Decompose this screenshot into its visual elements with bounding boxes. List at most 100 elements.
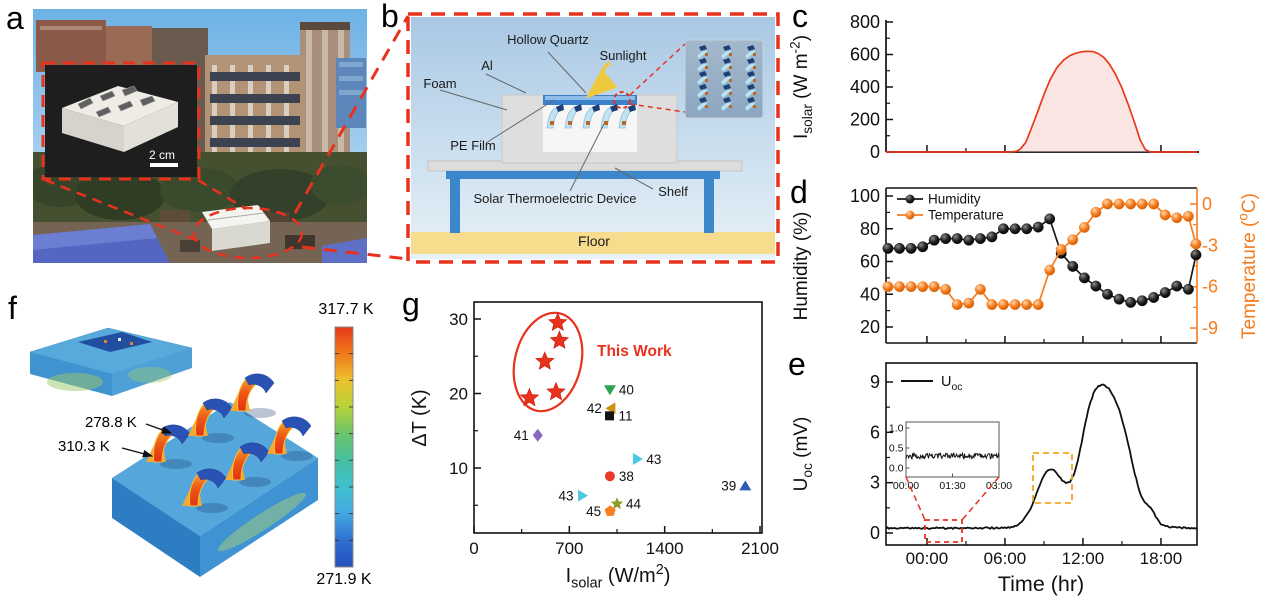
svg-text:Humidity (%): Humidity (%)	[791, 212, 812, 321]
svg-text:00:00: 00:00	[906, 549, 949, 568]
label-floor: Floor	[578, 233, 610, 249]
reference-point-43	[578, 489, 589, 502]
sunlight-arrow	[585, 61, 618, 99]
reference-point-11	[605, 411, 615, 421]
panel-label-e: e	[788, 346, 806, 382]
svg-text:Uoc: Uoc	[941, 374, 962, 393]
this-work-point	[535, 351, 555, 370]
reference-point-41	[532, 428, 543, 442]
label-pe-film: PE Film	[450, 138, 496, 153]
svg-text:Uoc (mV): Uoc (mV)	[791, 417, 815, 492]
svg-text:0: 0	[870, 142, 880, 162]
panel-e-voltage-chart: 0 3 6 9 00:00 06:00 12:00 18:00 Time (hr) Uoc (mV…	[791, 362, 1198, 596]
svg-text:20: 20	[860, 317, 880, 337]
svg-text:Time (hr): Time (hr)	[998, 572, 1084, 596]
this-work-point	[546, 381, 566, 401]
thermoelectric-helix	[546, 104, 636, 129]
svg-text:Humidity: Humidity	[928, 192, 981, 207]
svg-text:9: 9	[870, 372, 880, 392]
svg-text:0: 0	[469, 539, 478, 558]
svg-text:-3: -3	[1202, 235, 1218, 255]
hot-annotation: 310.3 K	[58, 438, 110, 455]
panel-label-c: c	[792, 0, 808, 34]
panel-d-humidity-temperature-chart: 20 40 60 80 100 0 -3 -6 -9 Humidity (%) Temperatur…	[791, 186, 1260, 344]
svg-text:-6: -6	[1202, 277, 1218, 297]
this-work-ellipse	[512, 311, 584, 413]
cold-arrow	[145, 423, 173, 434]
colorbar-min-label: 271.9 K	[316, 571, 372, 588]
this-work-point	[547, 312, 568, 332]
zoom-source-box	[924, 519, 963, 543]
svg-text:60: 60	[860, 252, 880, 272]
helix-array-units	[696, 45, 757, 112]
panel-b-schematic	[406, 12, 780, 264]
label-foam: Foam	[423, 76, 457, 91]
svg-text:3: 3	[870, 473, 880, 493]
svg-text:10: 10	[449, 459, 468, 478]
this-work-point	[519, 387, 540, 407]
svg-text:12:00: 12:00	[1062, 549, 1105, 568]
panel-a-photo: 2 cm	[33, 9, 367, 263]
svg-text:40: 40	[860, 284, 880, 304]
zoom-ellipse	[192, 206, 304, 260]
thermal-helix-units	[146, 373, 313, 513]
colorbar-max-label: 317.7 K	[318, 301, 374, 318]
svg-text:43: 43	[646, 452, 661, 467]
colorbar	[334, 326, 354, 568]
reference-point-38	[604, 471, 615, 482]
svg-text:06:00: 06:00	[984, 549, 1027, 568]
svg-text:ΔT (K): ΔT (K)	[409, 389, 431, 446]
panel-label-d: d	[790, 174, 808, 210]
svg-text:44: 44	[626, 496, 642, 511]
humidity-line	[888, 217, 1197, 304]
svg-text:200: 200	[850, 110, 880, 130]
svg-text:400: 400	[850, 77, 880, 97]
svg-text:20: 20	[449, 385, 468, 404]
svg-text:100: 100	[850, 186, 880, 206]
panel-f-thermal-simulation	[29, 326, 354, 577]
svg-text:39: 39	[721, 479, 736, 494]
svg-text:40: 40	[619, 382, 634, 397]
svg-text:43: 43	[559, 488, 574, 503]
panel-g-comparison-chart: This Work 0 700 1400 2100 10 20 30 Isolar (W/m2…	[409, 301, 779, 591]
svg-text:0.0: 0.0	[889, 463, 904, 475]
reference-point-40	[603, 385, 616, 396]
svg-text:01:30: 01:30	[939, 480, 965, 492]
zoom-circle	[613, 91, 631, 109]
svg-text:41: 41	[514, 428, 529, 443]
svg-text:0: 0	[1202, 194, 1212, 214]
hot-arrow	[121, 447, 154, 458]
svg-text:6: 6	[870, 422, 880, 442]
panel-c-solar-chart: 0 200 400 600 800 Isolar (W m-2)	[787, 12, 1199, 162]
label-al: Al	[481, 58, 493, 73]
svg-text:Temperature (oC): Temperature (oC)	[1235, 193, 1260, 339]
simulated-device-open	[112, 402, 318, 577]
temperature-line	[888, 203, 1197, 306]
uoc-inset	[905, 421, 1000, 478]
svg-text:600: 600	[850, 45, 880, 65]
svg-text:42: 42	[587, 401, 602, 416]
label-sunlight: Sunlight	[599, 48, 647, 63]
svg-text:00:00: 00:00	[893, 480, 919, 492]
svg-text:800: 800	[850, 12, 880, 32]
svg-text:2100: 2100	[741, 539, 779, 558]
inset-connector	[197, 178, 247, 211]
svg-text:18:00: 18:00	[1140, 549, 1183, 568]
svg-text:80: 80	[860, 219, 880, 239]
reference-point-44	[610, 497, 624, 509]
label-shelf: Shelf	[658, 184, 688, 199]
simulated-device-closed	[29, 327, 193, 396]
scale-bar-label: 2 cm	[149, 148, 175, 162]
inset-frame	[41, 61, 201, 181]
reference-point-45	[604, 505, 616, 516]
svg-text:1400: 1400	[646, 539, 684, 558]
this-work-point	[549, 330, 570, 349]
svg-text:700: 700	[555, 539, 583, 558]
svg-text:Isolar (W/m2): Isolar (W/m2)	[566, 562, 671, 591]
svg-text:11: 11	[619, 409, 633, 424]
panel-label-g: g	[402, 286, 420, 322]
reference-point-39	[739, 480, 752, 491]
svg-text:-9: -9	[1202, 318, 1218, 338]
uoc-curve	[885, 383, 1198, 531]
